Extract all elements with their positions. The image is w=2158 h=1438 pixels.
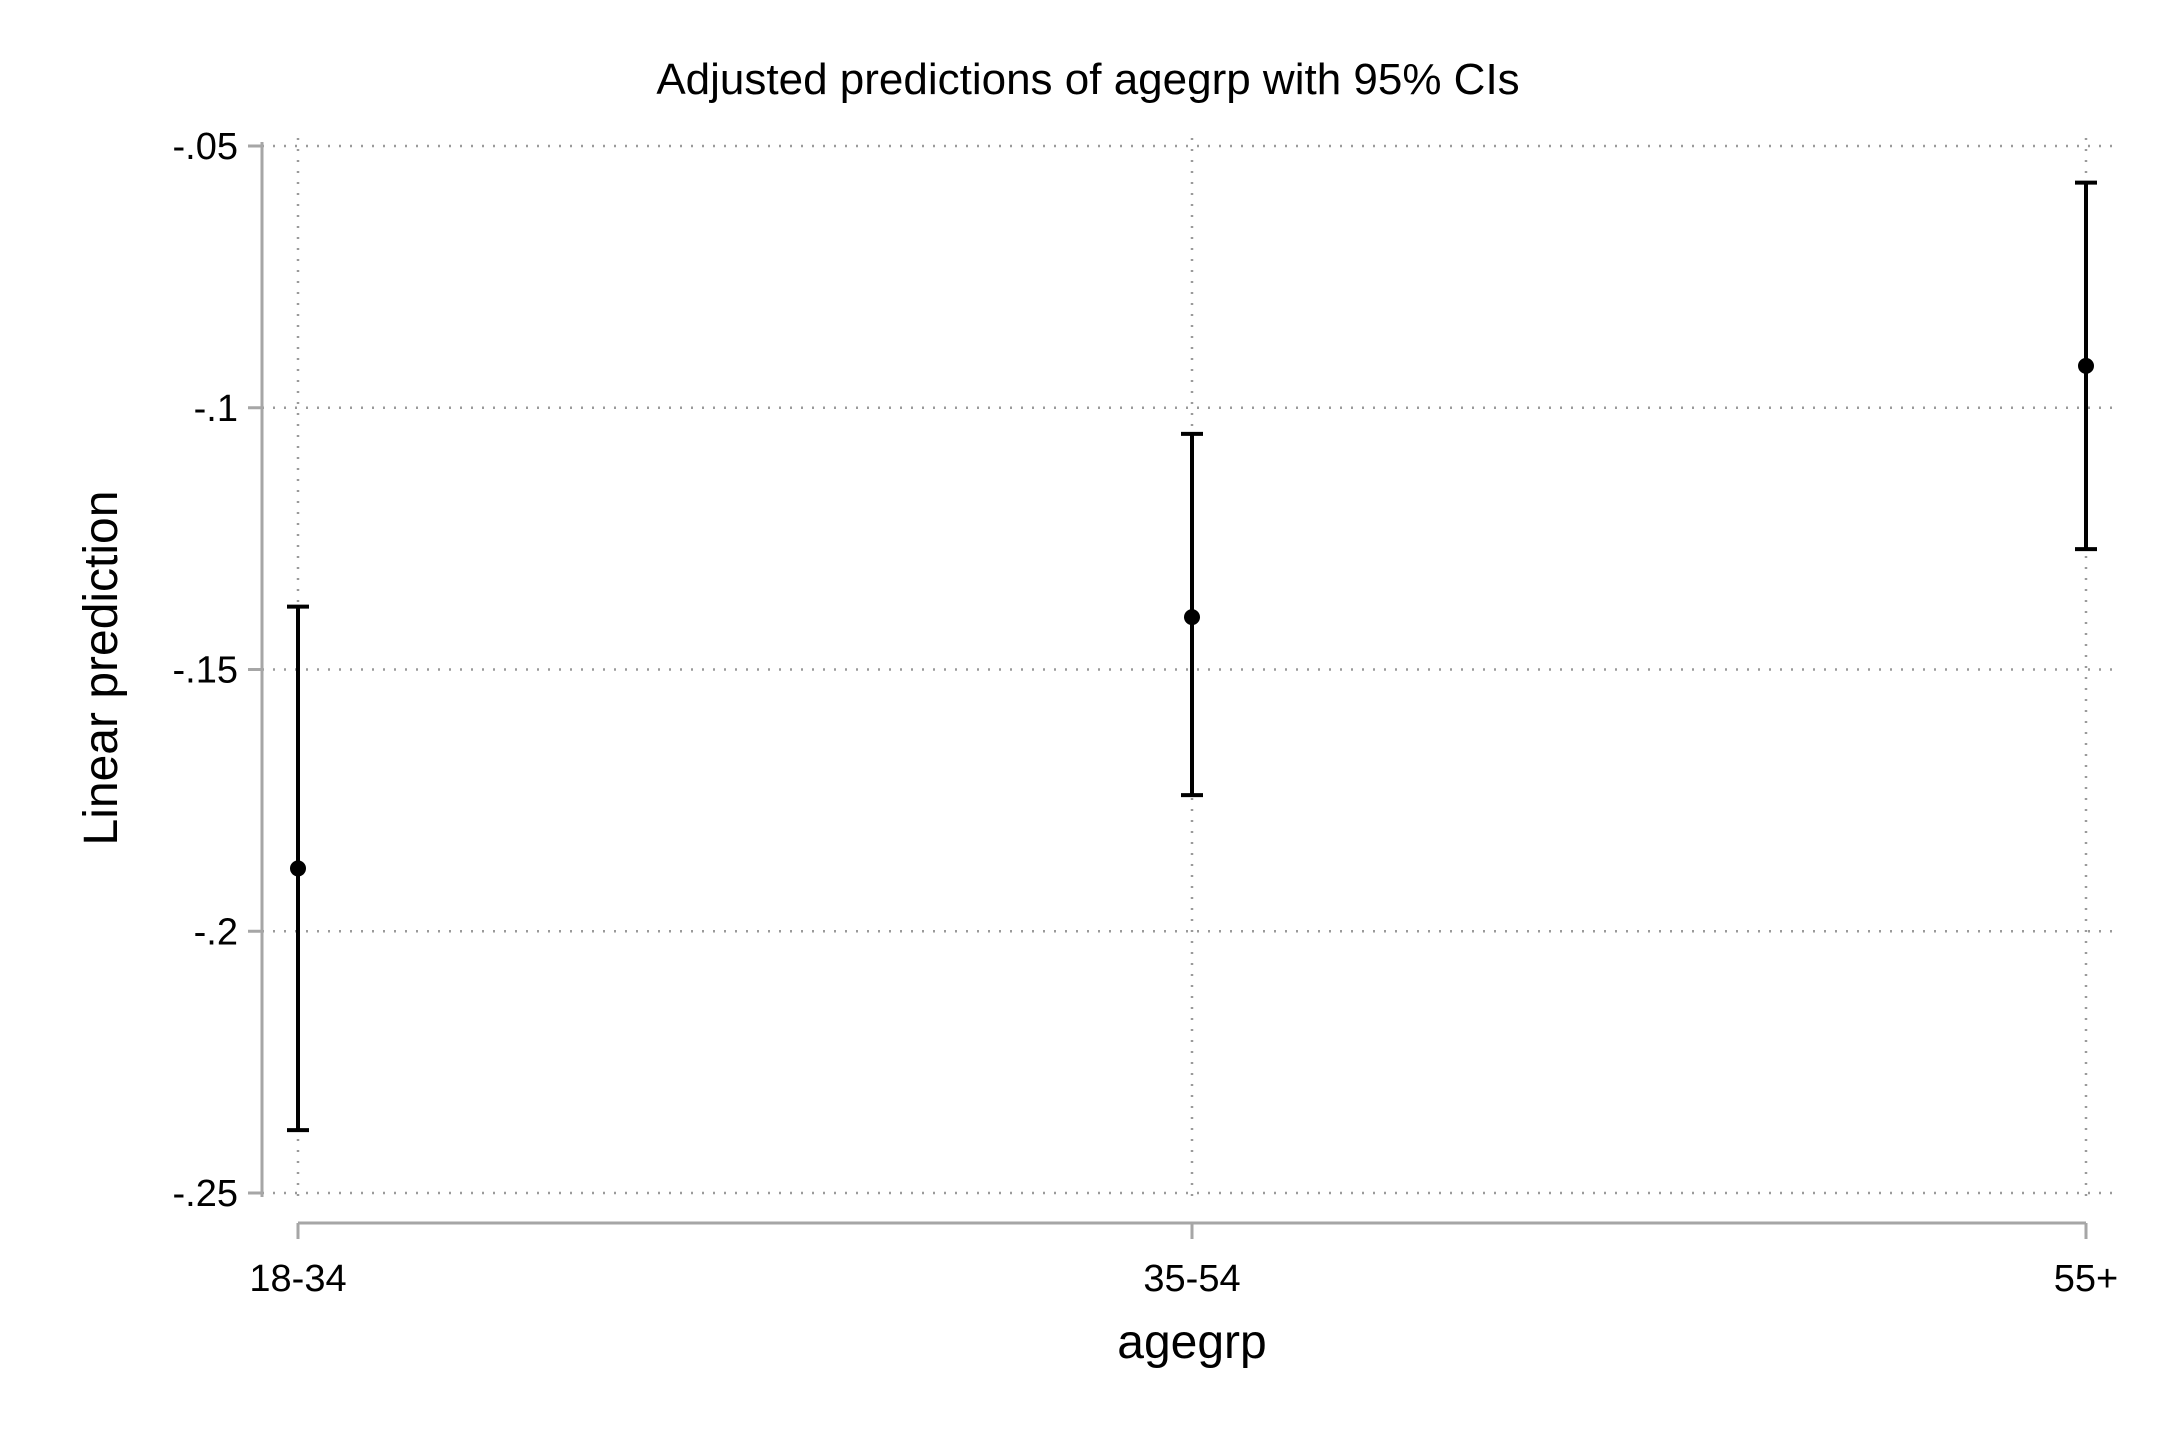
- data-point: [290, 860, 306, 877]
- y-tick-label: -.1: [194, 388, 238, 430]
- x-tick-label: 35-54: [1143, 1258, 1240, 1300]
- x-tick-label: 18-34: [249, 1258, 346, 1300]
- x-axis-title: agegrp: [1117, 1316, 1266, 1369]
- y-tick-label: -.2: [194, 911, 238, 953]
- y-axis-title: Linear prediction: [75, 491, 128, 846]
- y-tick-label: -.25: [173, 1173, 238, 1215]
- data-point: [2078, 357, 2094, 374]
- marks-layer: [287, 180, 2097, 1133]
- y-tick-label: -.15: [173, 650, 238, 692]
- y-tick-label: -.05: [173, 126, 238, 168]
- data-point: [1184, 609, 1200, 626]
- chart-title: Adjusted predictions of agegrp with 95% …: [656, 55, 1519, 104]
- x-tick-label: 55+: [2054, 1258, 2118, 1300]
- axis-layer: -.05 -.1 -.15 -.2 -.25 18-34 35-54 55+: [173, 126, 2119, 1300]
